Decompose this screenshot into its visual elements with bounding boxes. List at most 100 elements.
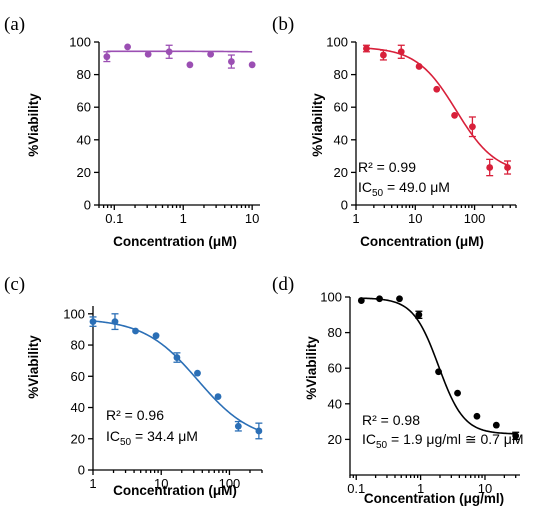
panel-c-point bbox=[194, 369, 201, 377]
panel-a-ytick-label: 0 bbox=[84, 198, 91, 213]
panel-b-marker bbox=[433, 85, 441, 93]
panel-d-ic50-value: = 1.9 μg/ml ≅ 0.7 μM bbox=[387, 431, 523, 447]
panel-c-xtick-label: 1 bbox=[89, 476, 96, 491]
panel-b-ic50-sub: 50 bbox=[372, 188, 384, 199]
panel-b-ytick-label: 60 bbox=[334, 100, 348, 115]
panel-d-point bbox=[357, 297, 365, 304]
panel-c-marker bbox=[214, 393, 222, 400]
panel-b-point bbox=[433, 85, 441, 93]
panel-c-point bbox=[234, 420, 242, 432]
panel-a-ytick-label: 80 bbox=[77, 67, 91, 82]
panel-b-marker bbox=[397, 48, 405, 56]
panel-a-xtick-label: 0.1 bbox=[105, 211, 123, 226]
panel-c-ytick-label: 80 bbox=[71, 338, 85, 353]
panel-d-marker bbox=[357, 297, 365, 304]
panel-b-ytick-label: 100 bbox=[326, 35, 348, 50]
panel-b-r2: R² = 0.99 bbox=[358, 159, 416, 175]
panel-b-marker bbox=[486, 164, 494, 171]
panel-c-ylabel: %Viability bbox=[26, 335, 41, 399]
panel-b-point bbox=[415, 63, 423, 70]
panel-d-point bbox=[376, 295, 383, 303]
panel-c-ytick-label: 100 bbox=[63, 306, 85, 321]
panel-b-axes: 0 20 40 60 80 100 1 10 100 bbox=[326, 35, 517, 226]
panel-a-point bbox=[124, 43, 132, 51]
panel-b-point bbox=[504, 160, 512, 175]
panel-d-point bbox=[512, 431, 520, 441]
panel-b-marker bbox=[469, 123, 476, 131]
panel-b-point bbox=[486, 158, 494, 177]
panel-a-title: (a) bbox=[4, 14, 25, 35]
panel-a-ytick-label: 20 bbox=[77, 165, 91, 180]
panel-a-ytick-label: 40 bbox=[77, 132, 91, 147]
panel-c-xtick-label: 10 bbox=[154, 476, 168, 491]
panel-b-point bbox=[397, 44, 405, 59]
panel-b-marker bbox=[451, 111, 458, 119]
panel-d-point bbox=[396, 295, 403, 303]
panel-c-r2: R² = 0.96 bbox=[106, 407, 164, 423]
panel-c-point bbox=[214, 393, 222, 400]
panel-d-ytick-label: 40 bbox=[328, 396, 342, 411]
panel-a-fit-curve bbox=[106, 50, 253, 53]
panel-d-marker bbox=[435, 368, 442, 376]
panel-b-ic50-value: = 49.0 μM bbox=[383, 179, 450, 195]
panel-b-ic50: IC50 = 49.0 μM bbox=[358, 179, 450, 199]
panel-a-point bbox=[248, 61, 256, 69]
panel-d-title: (d) bbox=[272, 274, 294, 295]
panel-a-point bbox=[165, 44, 173, 59]
panel-d-fit-curve bbox=[361, 297, 516, 435]
panel-b-fit-curve bbox=[366, 47, 508, 166]
panel-c-ic50-prefix: IC bbox=[106, 428, 120, 444]
panel-c-point bbox=[111, 313, 119, 331]
panel-c-marker bbox=[194, 369, 201, 377]
panel-b-ytick-label: 40 bbox=[334, 132, 348, 147]
panel-d-point bbox=[415, 310, 423, 320]
panel-a-point bbox=[227, 54, 235, 69]
panel-d-fit bbox=[361, 297, 516, 435]
panel-d-point bbox=[454, 389, 461, 397]
panel-b-xtick-label: 1 bbox=[352, 211, 359, 226]
panel-a-xtick-label: 10 bbox=[245, 211, 259, 226]
panel-b: (b) 0 20 40 60 80 100 1 10 100 R² = 0.99 IC50 = … bbox=[272, 14, 517, 249]
panel-a-marker bbox=[165, 48, 173, 56]
panel-a-marker bbox=[248, 61, 256, 69]
panel-b-ic50-prefix: IC bbox=[358, 179, 372, 195]
panel-a-marker bbox=[103, 53, 111, 61]
panel-d-marker bbox=[512, 432, 520, 440]
panel-b-points bbox=[362, 44, 512, 177]
panel-d-ytick-label: 60 bbox=[328, 361, 342, 376]
panel-d-point bbox=[435, 368, 442, 376]
panel-d-marker bbox=[492, 421, 500, 429]
panel-c-marker bbox=[255, 427, 263, 435]
panel-a-ytick-label: 100 bbox=[69, 35, 91, 50]
panel-a-marker bbox=[186, 61, 194, 69]
panel-c-marker bbox=[234, 422, 242, 430]
panel-a-marker bbox=[227, 58, 235, 65]
panel-b-ylabel: %Viability bbox=[310, 93, 325, 157]
panel-d-ic50: IC50 = 1.9 μg/ml ≅ 0.7 μM bbox=[362, 431, 524, 451]
panel-c-marker bbox=[173, 354, 181, 361]
panel-d-point bbox=[473, 412, 481, 420]
panel-a-points bbox=[103, 43, 256, 69]
panel-c-axis-lines bbox=[92, 306, 262, 471]
panel-b-ytick-label: 0 bbox=[341, 198, 348, 213]
panel-c: (c) 0 20 40 60 80 100 1 10 100 R² = 0.96 IC50 = … bbox=[4, 274, 263, 498]
panel-d-marker bbox=[454, 389, 461, 397]
panel-c-ic50-value: = 34.4 μM bbox=[131, 428, 198, 444]
panel-d-ytick-label: 100 bbox=[320, 290, 342, 305]
panel-b-xlabel: Concentration (μM) bbox=[360, 234, 484, 249]
panel-d: (d) 20 40 60 80 100 0.1 1 10 R² = 0.98 IC50 = 1… bbox=[272, 274, 524, 506]
panel-a: (a) 0 20 40 60 80 100 0.1 1 10 Concentration (μM… bbox=[4, 14, 260, 249]
panel-a-axes: 0 20 40 60 80 100 0.1 1 10 bbox=[69, 35, 260, 226]
panel-d-xtick-label: 1 bbox=[417, 481, 424, 496]
panel-d-marker bbox=[473, 412, 481, 420]
panel-d-marker bbox=[376, 295, 383, 303]
panel-b-marker bbox=[415, 63, 423, 70]
panel-b-point bbox=[379, 49, 387, 61]
panel-d-xlabel: Concentration (μg/ml) bbox=[364, 491, 504, 506]
panel-d-r2: R² = 0.98 bbox=[362, 412, 420, 428]
panel-c-ic50-sub: 50 bbox=[120, 437, 132, 448]
panel-c-points bbox=[89, 313, 263, 440]
panel-a-xtick-label: 1 bbox=[180, 211, 187, 226]
panel-d-ic50-prefix: IC bbox=[362, 431, 376, 447]
